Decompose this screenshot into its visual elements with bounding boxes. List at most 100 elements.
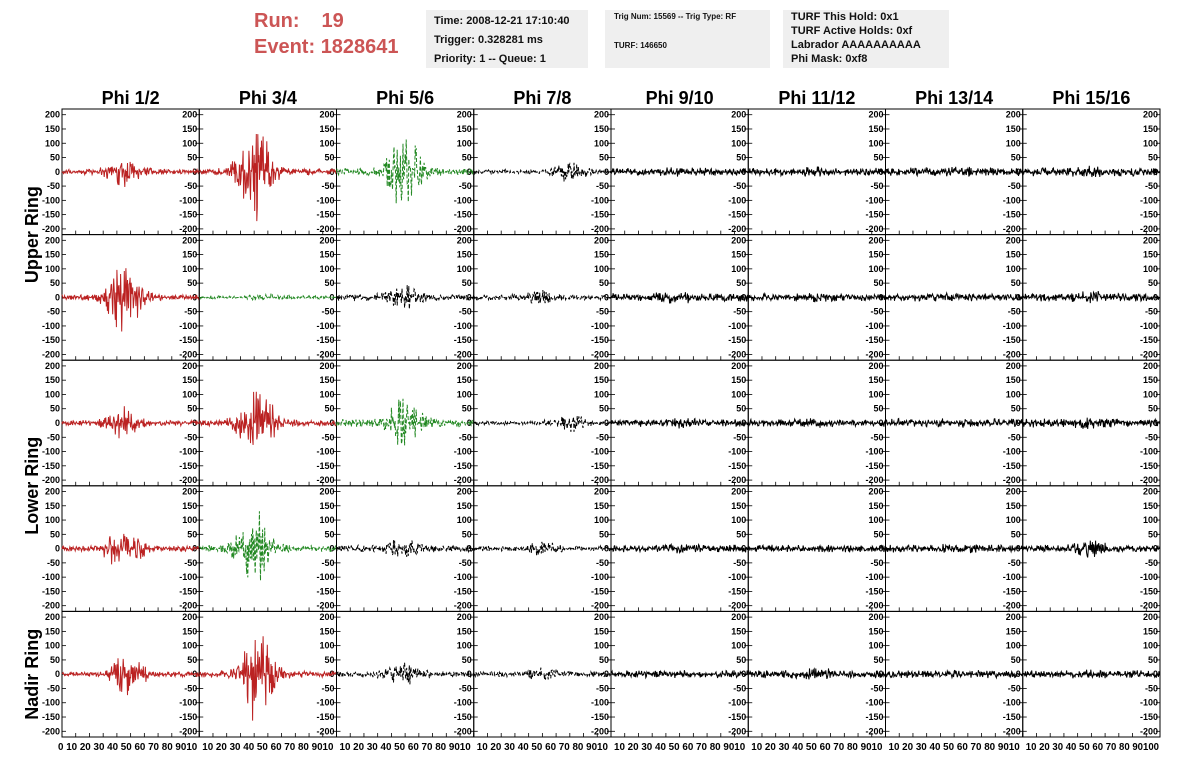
y-tick-label: 100 — [1006, 389, 1021, 399]
y-tick-label: -100 — [865, 321, 883, 331]
y-tick-label: -200 — [179, 349, 197, 359]
y-tick-label: -150 — [865, 712, 883, 722]
y-tick-label: -100 — [865, 698, 883, 708]
y-tick-label: 200 — [182, 487, 197, 497]
y-tick-label: -200 — [591, 224, 609, 234]
y-tick-label: -100 — [454, 447, 472, 457]
y-tick-label: -50 — [1008, 181, 1021, 191]
y-tick-label: 50 — [187, 278, 197, 288]
y-tick-label: 50 — [50, 404, 60, 414]
y-tick-label: 200 — [1006, 612, 1021, 622]
ring-label: Lower Ring — [22, 437, 42, 535]
y-tick-label: 100 — [868, 264, 883, 274]
y-tick-label: -50 — [1008, 432, 1021, 442]
y-tick-label: 50 — [324, 655, 334, 665]
turf-info-box: TURF This Hold: 0x1 TURF Active Holds: 0… — [783, 10, 949, 68]
waveform-trace — [61, 406, 200, 439]
y-tick-label: -150 — [42, 586, 60, 596]
y-tick-label: 50 — [1011, 655, 1021, 665]
y-tick-label: -100 — [454, 321, 472, 331]
y-tick-label: -50 — [733, 432, 746, 442]
y-tick-label: 150 — [1006, 250, 1021, 260]
y-tick-label: 50 — [462, 404, 472, 414]
waveform-trace — [336, 662, 475, 685]
y-tick-label: -200 — [454, 601, 472, 611]
y-tick-label: 100 — [731, 389, 746, 399]
column-header: Phi 5/6 — [376, 88, 434, 108]
y-tick-label: 150 — [45, 501, 60, 511]
y-tick-label: 200 — [868, 235, 883, 245]
y-tick-label: 150 — [731, 501, 746, 511]
ring-label: Nadir Ring — [22, 629, 42, 720]
y-tick-label: -50 — [184, 181, 197, 191]
y-tick-label: 200 — [45, 361, 60, 371]
waveform-trace — [610, 417, 749, 429]
y-tick-label: 100 — [594, 264, 609, 274]
y-tick-label: -200 — [316, 224, 334, 234]
y-tick-label: -100 — [728, 698, 746, 708]
y-tick-label: 50 — [462, 655, 472, 665]
y-tick-label: -150 — [316, 712, 334, 722]
y-tick-label: -50 — [321, 683, 334, 693]
y-tick-label: -150 — [728, 586, 746, 596]
y-tick-label: -100 — [1003, 698, 1021, 708]
y-tick-label: 200 — [594, 361, 609, 371]
y-tick-label: -100 — [1140, 447, 1158, 457]
y-tick-label: 100 — [594, 641, 609, 651]
y-tick-label: -200 — [179, 601, 197, 611]
y-tick-label: -200 — [865, 726, 883, 736]
y-tick-label: 200 — [457, 235, 472, 245]
y-tick-label: 0 — [55, 544, 60, 554]
y-tick-label: -150 — [1140, 586, 1158, 596]
y-tick-label: 150 — [1143, 375, 1158, 385]
y-tick-label: 200 — [319, 361, 334, 371]
y-tick-label: 50 — [736, 153, 746, 163]
y-tick-label: 150 — [457, 375, 472, 385]
y-tick-label: -150 — [591, 586, 609, 596]
y-tick-label: 0 — [329, 292, 334, 302]
y-tick-label: 100 — [319, 264, 334, 274]
x-tick-label: 10 20 30 40 50 60 70 80 9010 — [889, 742, 1021, 753]
y-tick-label: 100 — [868, 641, 883, 651]
y-tick-label: 50 — [1148, 655, 1158, 665]
y-tick-label: 200 — [868, 110, 883, 120]
y-tick-label: 150 — [594, 501, 609, 511]
turf-hold-text: TURF This Hold: 0x1 — [791, 11, 899, 23]
column-header: Phi 13/14 — [915, 88, 993, 108]
y-tick-label: -150 — [728, 335, 746, 345]
y-tick-label: 200 — [319, 110, 334, 120]
y-tick-label: 50 — [50, 278, 60, 288]
y-tick-label: -50 — [1008, 683, 1021, 693]
y-tick-label: -100 — [316, 195, 334, 205]
y-tick-label: -200 — [316, 726, 334, 736]
y-tick-label: -50 — [459, 432, 472, 442]
y-tick-label: 50 — [599, 529, 609, 539]
y-tick-label: -50 — [459, 181, 472, 191]
y-tick-label: 100 — [45, 641, 60, 651]
y-tick-label: 150 — [457, 124, 472, 134]
y-tick-label: -50 — [184, 683, 197, 693]
y-tick-label: -150 — [454, 461, 472, 471]
y-tick-label: 200 — [182, 361, 197, 371]
y-tick-label: -150 — [454, 335, 472, 345]
waveform-trace — [885, 166, 1024, 178]
y-tick-label: 50 — [873, 655, 883, 665]
x-tick-label: 0 10 20 30 40 50 60 70 80 9010 — [58, 742, 198, 753]
y-tick-label: -150 — [179, 586, 197, 596]
waveform-trace — [747, 667, 886, 680]
y-tick-label: 150 — [868, 375, 883, 385]
y-tick-label: -150 — [316, 461, 334, 471]
waveform-trace — [747, 417, 886, 429]
y-tick-label: 50 — [873, 153, 883, 163]
y-tick-label: -200 — [1140, 224, 1158, 234]
y-tick-label: -150 — [179, 712, 197, 722]
y-tick-label: 200 — [594, 235, 609, 245]
y-tick-label: -200 — [591, 726, 609, 736]
y-tick-label: -50 — [1145, 558, 1158, 568]
y-tick-label: 100 — [731, 641, 746, 651]
y-tick-label: 150 — [868, 250, 883, 260]
y-tick-label: 100 — [1143, 138, 1158, 148]
y-tick-label: -100 — [1140, 195, 1158, 205]
y-tick-label: -50 — [184, 307, 197, 317]
y-tick-label: 100 — [1006, 641, 1021, 651]
